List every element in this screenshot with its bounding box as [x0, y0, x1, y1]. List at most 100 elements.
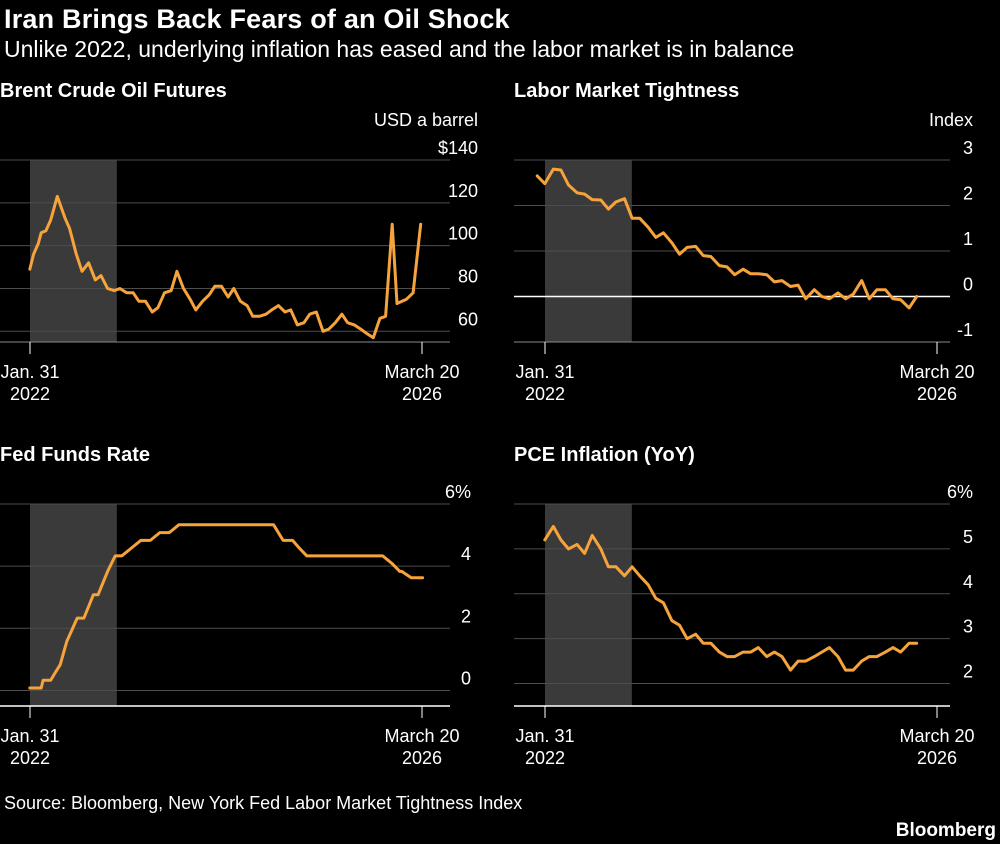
data-point: [600, 199, 602, 201]
data-point: [282, 540, 284, 542]
data-point: [845, 298, 847, 300]
data-point: [805, 298, 807, 300]
data-point: [422, 577, 424, 579]
data-point: [107, 571, 109, 573]
data-point: [420, 223, 422, 225]
data-point: [164, 292, 166, 294]
panel-labor-market: Labor Market Tightness 3 2 1 0 -1 Index Jan. 3…: [514, 80, 1000, 440]
data-point: [50, 219, 52, 221]
data-point: [560, 539, 562, 541]
data-point: [233, 288, 235, 290]
data-point: [892, 647, 894, 649]
data-point: [639, 575, 641, 577]
data-point: [591, 199, 593, 201]
data-point: [805, 660, 807, 662]
data-point: [869, 656, 871, 658]
y-tick-label: 6%: [947, 482, 973, 502]
data-point: [221, 286, 223, 288]
x-tick-label: 2022: [10, 384, 50, 404]
data-point: [66, 641, 68, 643]
data-point: [560, 169, 562, 171]
x-tick-label: March 20: [384, 726, 459, 746]
data-point: [396, 303, 398, 305]
data-point: [273, 524, 275, 526]
data-point: [631, 566, 633, 568]
data-point: [38, 243, 40, 245]
data-point: [131, 547, 133, 549]
data-point: [211, 524, 213, 526]
y-tick-label: 4: [461, 544, 471, 564]
data-point: [292, 540, 294, 542]
data-point: [410, 577, 412, 579]
data-point: [861, 280, 863, 282]
shaded-period: [30, 160, 117, 342]
data-point: [354, 324, 356, 326]
data-point: [335, 555, 337, 557]
data-point: [379, 318, 381, 320]
data-point: [119, 288, 121, 290]
data-point: [202, 301, 204, 303]
data-point: [892, 298, 894, 300]
data-point: [671, 620, 673, 622]
x-tick-label: 2022: [525, 748, 565, 768]
data-point: [845, 669, 847, 671]
data-point: [679, 253, 681, 255]
data-point: [214, 286, 216, 288]
y-tick-label: 6%: [445, 482, 471, 502]
data-point: [33, 253, 35, 255]
data-point: [734, 656, 736, 658]
data-point: [114, 555, 116, 557]
series-line: [28, 523, 425, 690]
data-point: [316, 311, 318, 313]
data-point: [766, 274, 768, 276]
data-point: [159, 532, 161, 534]
data-point: [170, 290, 172, 292]
y-tick-label: 1: [963, 229, 973, 249]
data-point: [113, 290, 115, 292]
data-point: [829, 647, 831, 649]
data-point: [591, 535, 593, 537]
x-tick-label: 2022: [525, 384, 565, 404]
data-point: [366, 333, 368, 335]
data-point: [750, 273, 752, 275]
panel-pce-inflation: PCE Inflation (YoY) 6% 5 4 3 2 Jan. 31 2022 Mar…: [514, 444, 1000, 804]
data-point: [869, 298, 871, 300]
data-point: [299, 547, 301, 549]
data-point: [284, 311, 286, 313]
x-tick-label: March 20: [899, 362, 974, 382]
data-point: [726, 656, 728, 658]
data-point: [781, 656, 783, 658]
x-tick-label: Jan. 31: [515, 362, 574, 382]
data-point: [624, 575, 626, 577]
data-point: [774, 281, 776, 283]
data-point: [790, 286, 792, 288]
data-point: [145, 301, 147, 303]
x-tick-label: 2022: [10, 748, 50, 768]
data-point: [553, 526, 555, 528]
data-point: [576, 192, 578, 194]
data-point: [829, 298, 831, 300]
x-tick-label: March 20: [384, 362, 459, 382]
panel-title: Labor Market Tightness: [514, 80, 740, 102]
data-point: [309, 313, 311, 315]
data-point: [45, 230, 47, 232]
data-point: [382, 555, 384, 557]
bloomberg-logo: Bloomberg: [895, 820, 996, 841]
data-point: [55, 672, 57, 674]
data-point: [710, 642, 712, 644]
data-point: [412, 292, 414, 294]
y-tick-label: 3: [963, 617, 973, 637]
data-point: [797, 660, 799, 662]
data-point: [265, 313, 267, 315]
data-point: [908, 642, 910, 644]
data-point: [544, 183, 546, 185]
x-tick-label: Jan. 31: [0, 726, 59, 746]
data-point: [584, 553, 586, 555]
data-point: [852, 669, 854, 671]
data-point: [639, 217, 641, 219]
data-point: [268, 524, 270, 526]
data-point: [876, 289, 878, 291]
y-tick-label: 2: [461, 606, 471, 626]
data-point: [544, 539, 546, 541]
